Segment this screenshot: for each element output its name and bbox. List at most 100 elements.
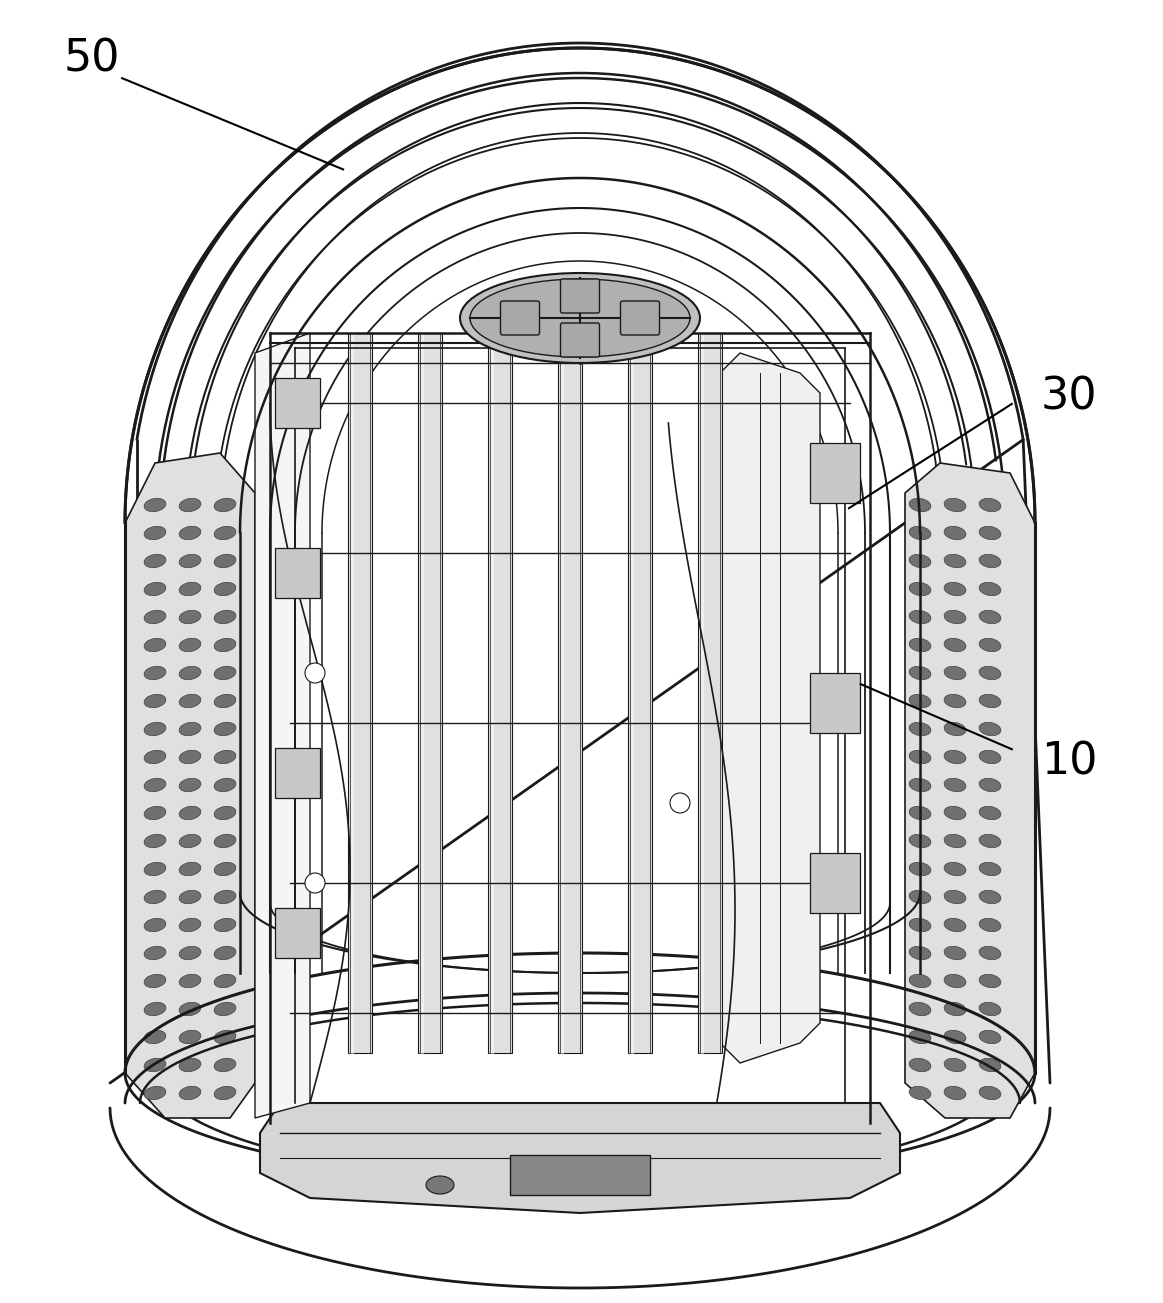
Ellipse shape	[179, 807, 201, 820]
Ellipse shape	[944, 722, 966, 736]
Ellipse shape	[944, 666, 966, 680]
Ellipse shape	[909, 498, 930, 512]
FancyBboxPatch shape	[561, 279, 599, 313]
Ellipse shape	[979, 610, 1001, 624]
Ellipse shape	[179, 666, 201, 680]
Ellipse shape	[979, 582, 1001, 595]
Bar	[558, 334, 582, 1053]
Ellipse shape	[909, 694, 930, 708]
Ellipse shape	[909, 610, 930, 624]
Polygon shape	[255, 334, 311, 1118]
Ellipse shape	[305, 663, 324, 683]
Ellipse shape	[179, 526, 201, 539]
Ellipse shape	[909, 1087, 930, 1100]
Ellipse shape	[144, 666, 166, 680]
Text: 30: 30	[1041, 375, 1098, 420]
Ellipse shape	[909, 751, 930, 764]
Ellipse shape	[944, 1002, 966, 1015]
Ellipse shape	[144, 694, 166, 708]
Ellipse shape	[214, 582, 236, 595]
Ellipse shape	[144, 610, 166, 624]
Ellipse shape	[144, 919, 166, 932]
Ellipse shape	[179, 722, 201, 736]
Ellipse shape	[179, 1002, 201, 1015]
Ellipse shape	[909, 863, 930, 876]
Ellipse shape	[214, 946, 236, 960]
Ellipse shape	[979, 722, 1001, 736]
Ellipse shape	[179, 1031, 201, 1044]
Ellipse shape	[214, 890, 236, 904]
Ellipse shape	[909, 975, 930, 988]
Ellipse shape	[944, 807, 966, 820]
FancyBboxPatch shape	[500, 301, 540, 335]
Bar	[511, 1154, 650, 1195]
Ellipse shape	[979, 919, 1001, 932]
Ellipse shape	[944, 638, 966, 652]
Bar	[274, 378, 320, 427]
Ellipse shape	[944, 554, 966, 568]
Ellipse shape	[144, 807, 166, 820]
Ellipse shape	[909, 638, 930, 652]
Ellipse shape	[979, 1031, 1001, 1044]
Ellipse shape	[214, 722, 236, 736]
Polygon shape	[110, 43, 1050, 1268]
Ellipse shape	[144, 638, 166, 652]
Ellipse shape	[179, 946, 201, 960]
Ellipse shape	[909, 666, 930, 680]
Ellipse shape	[179, 751, 201, 764]
Ellipse shape	[214, 1002, 236, 1015]
Ellipse shape	[944, 1087, 966, 1100]
Ellipse shape	[461, 274, 700, 364]
Ellipse shape	[214, 1058, 236, 1071]
Ellipse shape	[979, 1087, 1001, 1100]
Ellipse shape	[144, 722, 166, 736]
Ellipse shape	[979, 890, 1001, 904]
Ellipse shape	[179, 1058, 201, 1071]
Ellipse shape	[979, 526, 1001, 539]
Ellipse shape	[944, 975, 966, 988]
Ellipse shape	[909, 834, 930, 848]
Ellipse shape	[214, 975, 236, 988]
Ellipse shape	[979, 666, 1001, 680]
Bar	[348, 334, 372, 1053]
Ellipse shape	[944, 694, 966, 708]
Ellipse shape	[979, 834, 1001, 848]
Ellipse shape	[179, 638, 201, 652]
Ellipse shape	[214, 498, 236, 512]
Ellipse shape	[144, 1058, 166, 1071]
Bar	[418, 334, 442, 1053]
Polygon shape	[905, 463, 1035, 1118]
Ellipse shape	[179, 610, 201, 624]
Polygon shape	[124, 453, 255, 1118]
Ellipse shape	[909, 890, 930, 904]
Ellipse shape	[144, 946, 166, 960]
Ellipse shape	[944, 1031, 966, 1044]
Ellipse shape	[179, 778, 201, 792]
Ellipse shape	[944, 890, 966, 904]
Ellipse shape	[944, 1058, 966, 1071]
Ellipse shape	[179, 554, 201, 568]
Ellipse shape	[214, 526, 236, 539]
Ellipse shape	[909, 1031, 930, 1044]
Ellipse shape	[214, 666, 236, 680]
Ellipse shape	[214, 919, 236, 932]
Ellipse shape	[179, 582, 201, 595]
Ellipse shape	[426, 1177, 454, 1194]
Ellipse shape	[944, 919, 966, 932]
Ellipse shape	[144, 526, 166, 539]
Polygon shape	[261, 1104, 900, 1213]
Ellipse shape	[979, 778, 1001, 792]
Ellipse shape	[214, 863, 236, 876]
Ellipse shape	[179, 834, 201, 848]
Bar	[809, 853, 859, 913]
Ellipse shape	[214, 751, 236, 764]
Bar	[274, 908, 320, 958]
Ellipse shape	[670, 794, 690, 813]
Ellipse shape	[909, 526, 930, 539]
Ellipse shape	[305, 873, 324, 893]
Ellipse shape	[144, 498, 166, 512]
Ellipse shape	[944, 751, 966, 764]
Ellipse shape	[144, 1087, 166, 1100]
FancyBboxPatch shape	[561, 323, 599, 357]
Ellipse shape	[144, 751, 166, 764]
